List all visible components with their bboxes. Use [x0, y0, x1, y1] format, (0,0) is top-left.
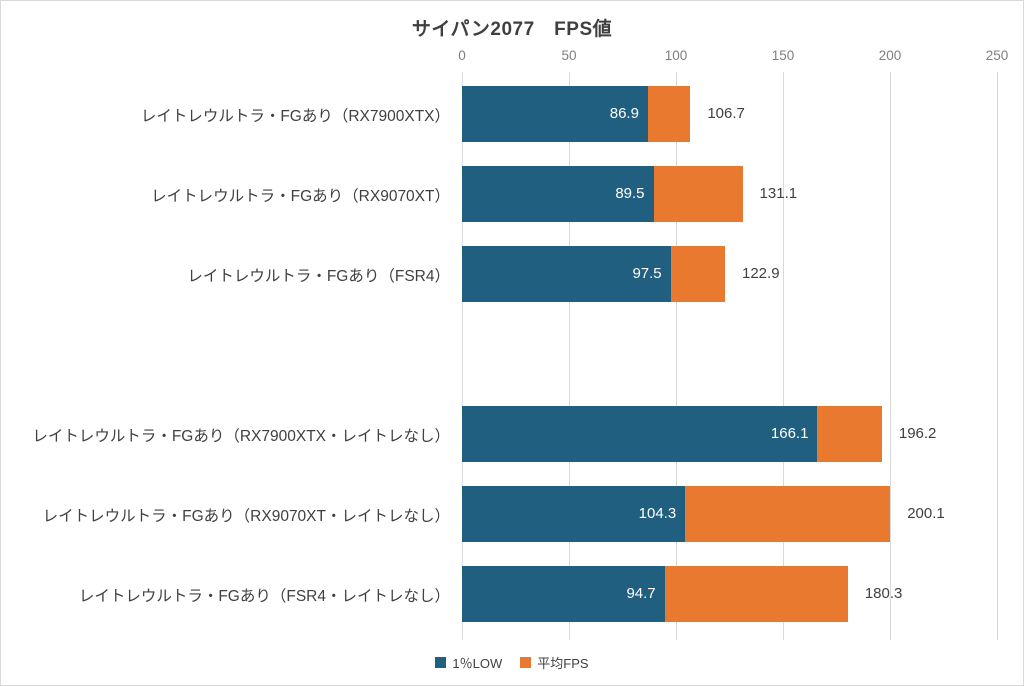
legend: 1％LOW 平均FPS — [0, 653, 1024, 672]
gridline-0 — [462, 72, 463, 640]
gridline-250 — [997, 72, 998, 640]
avg-value-label: 200.1 — [907, 505, 945, 522]
low-bar-segment — [462, 406, 818, 462]
gridline-100 — [676, 72, 677, 640]
low-series-label: 1％LOW — [452, 656, 503, 671]
avg-bar-segment — [664, 566, 848, 622]
avg-value-label: 131.1 — [759, 185, 798, 202]
low-value-label: 104.3 — [638, 505, 677, 522]
gridline-150 — [783, 72, 784, 640]
category-label: レイトレウルトラ・FGあり（FSR4・レイトレなし） — [78, 588, 450, 605]
avg-value-label: 106.7 — [707, 105, 745, 122]
low-bar-segment — [462, 566, 665, 622]
x-tick-label: 50 — [561, 48, 577, 63]
low-value-label: 97.5 — [632, 265, 662, 282]
avg-value-label: 122.9 — [742, 265, 780, 282]
x-tick-label: 150 — [771, 48, 795, 63]
low-value-label: 86.9 — [609, 105, 639, 122]
x-tick-label: 0 — [458, 48, 466, 63]
low-value-label: 94.7 — [626, 585, 656, 602]
avg-bar-segment — [685, 486, 891, 542]
avg-bar-segment — [647, 86, 691, 142]
legend-item-low: 1％LOW — [435, 653, 502, 672]
low-bar-segment — [462, 246, 671, 302]
x-tick-label: 100 — [664, 48, 688, 63]
x-tick-label: 250 — [985, 48, 1009, 63]
gridline-50 — [569, 72, 570, 640]
x-tick-label: 200 — [878, 48, 902, 63]
category-label: レイトレウルトラ・FGあり（RX9070XT） — [151, 188, 450, 205]
category-label: レイトレウルトラ・FGあり（FSR4） — [187, 268, 450, 285]
avg-value-label: 180.3 — [864, 585, 903, 602]
avg-series-label: 平均FPS — [537, 656, 589, 671]
low-value-label: 166.1 — [770, 425, 809, 442]
category-label: レイトレウルトラ・FGあり（RX9070XT・レイトレなし） — [42, 508, 450, 525]
avg-bar-segment — [670, 246, 725, 302]
low-bar-segment — [462, 486, 686, 542]
category-label: レイトレウルトラ・FGあり（RX7900XTX） — [140, 108, 450, 125]
avg-value-label: 196.2 — [898, 425, 937, 442]
category-label: レイトレウルトラ・FGあり（RX7900XTX・レイトレなし） — [32, 428, 450, 445]
gridline-200 — [890, 72, 891, 640]
chart-title: サイパン2077 FPS値 — [411, 19, 613, 40]
low-series-swatch — [435, 657, 447, 668]
low-value-label: 89.5 — [615, 185, 645, 202]
avg-bar-segment — [817, 406, 882, 462]
legend-item-avg: 平均FPS — [520, 653, 589, 672]
low-bar-segment — [462, 166, 654, 222]
low-bar-segment — [462, 86, 648, 142]
avg-bar-segment — [653, 166, 743, 222]
avg-series-swatch — [520, 657, 532, 668]
